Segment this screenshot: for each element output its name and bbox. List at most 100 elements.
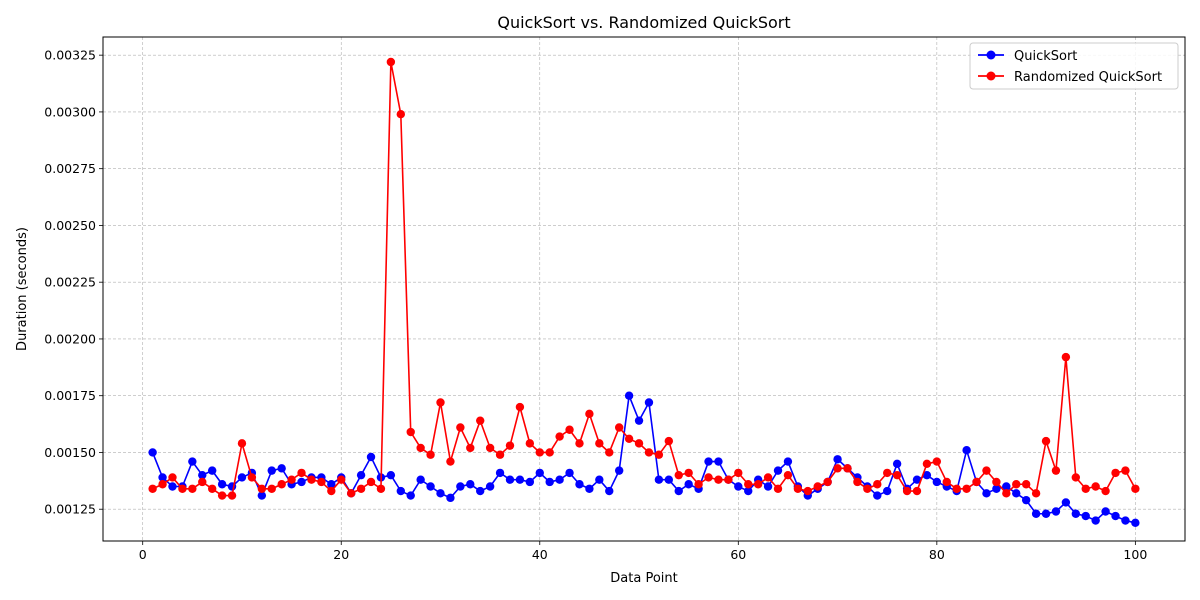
data-point-quicksort xyxy=(1002,482,1011,491)
data-point-quicksort xyxy=(614,466,624,475)
data-point-randomized-quicksort xyxy=(356,484,366,493)
series-layer xyxy=(148,57,1140,528)
data-point-quicksort xyxy=(406,491,415,500)
data-point-randomized-quicksort xyxy=(892,470,902,480)
data-point-randomized-quicksort xyxy=(595,439,604,448)
data-point-randomized-quicksort xyxy=(644,448,654,457)
x-tick-label: 40 xyxy=(532,547,548,562)
data-point-randomized-quicksort xyxy=(267,484,276,493)
legend-label-randomized-quicksort: Randomized QuickSort xyxy=(1014,70,1162,85)
y-tick-label: 0.00200 xyxy=(44,331,96,346)
data-point-randomized-quicksort xyxy=(793,484,803,493)
x-tick-label: 80 xyxy=(929,547,945,562)
data-point-quicksort xyxy=(1041,509,1051,518)
data-point-randomized-quicksort xyxy=(863,484,872,493)
data-point-randomized-quicksort xyxy=(277,480,286,489)
data-point-quicksort xyxy=(734,482,743,491)
data-point-randomized-quicksort xyxy=(972,477,981,487)
data-point-randomized-quicksort xyxy=(396,109,405,119)
data-point-randomized-quicksort xyxy=(605,448,614,457)
legend-label-quicksort: QuickSort xyxy=(1014,49,1077,64)
y-tick-label: 0.00225 xyxy=(44,275,96,290)
data-point-quicksort xyxy=(396,486,405,496)
data-point-randomized-quicksort xyxy=(287,475,296,484)
series-points-randomized-quicksort xyxy=(148,57,1140,500)
data-point-randomized-quicksort xyxy=(505,441,515,450)
legend-marker-randomized-quicksort xyxy=(986,71,996,81)
data-point-randomized-quicksort xyxy=(346,489,356,498)
data-point-randomized-quicksort xyxy=(694,480,703,489)
data-point-randomized-quicksort xyxy=(585,409,594,419)
data-point-quicksort xyxy=(575,480,584,489)
data-point-randomized-quicksort xyxy=(843,464,852,473)
data-point-quicksort xyxy=(158,473,167,482)
data-point-quicksort xyxy=(1021,495,1031,505)
y-tick-label: 0.00275 xyxy=(44,161,96,176)
y-axis-title: Duration (seconds) xyxy=(15,227,30,351)
data-point-randomized-quicksort xyxy=(148,484,157,493)
data-point-randomized-quicksort xyxy=(932,457,942,466)
data-point-quicksort xyxy=(1031,509,1041,518)
data-point-randomized-quicksort xyxy=(724,475,733,484)
data-point-randomized-quicksort xyxy=(426,450,435,459)
data-point-randomized-quicksort xyxy=(476,416,485,425)
data-point-randomized-quicksort xyxy=(217,491,227,500)
y-tick-label: 0.00175 xyxy=(44,388,96,403)
data-point-randomized-quicksort xyxy=(902,486,912,496)
x-tick-label: 60 xyxy=(730,547,746,562)
data-point-randomized-quicksort xyxy=(1061,352,1071,362)
data-point-randomized-quicksort xyxy=(565,425,574,434)
data-point-randomized-quicksort xyxy=(664,436,674,446)
data-point-randomized-quicksort xyxy=(803,486,812,496)
data-point-randomized-quicksort xyxy=(1071,473,1081,482)
data-point-quicksort xyxy=(585,484,594,493)
data-point-quicksort xyxy=(892,459,902,469)
data-point-randomized-quicksort xyxy=(158,480,167,489)
data-point-randomized-quicksort xyxy=(833,464,842,473)
data-point-quicksort xyxy=(555,475,564,484)
data-point-randomized-quicksort xyxy=(1101,486,1110,496)
data-point-quicksort xyxy=(1081,511,1090,521)
data-point-quicksort xyxy=(476,486,485,496)
data-point-quicksort xyxy=(525,477,535,487)
data-point-randomized-quicksort xyxy=(962,484,971,493)
data-point-quicksort xyxy=(624,391,634,400)
data-point-quicksort xyxy=(773,466,783,475)
series-line-randomized-quicksort xyxy=(152,61,1137,497)
data-point-quicksort xyxy=(565,468,574,478)
data-point-randomized-quicksort xyxy=(307,475,316,484)
legend-marker-quicksort xyxy=(986,50,996,60)
data-point-randomized-quicksort xyxy=(257,484,267,493)
y-tick-label: 0.00125 xyxy=(44,502,96,517)
data-point-randomized-quicksort xyxy=(555,432,564,441)
data-point-quicksort xyxy=(297,477,306,487)
data-point-quicksort xyxy=(1101,507,1110,516)
data-point-quicksort xyxy=(446,493,455,503)
data-point-quicksort xyxy=(783,457,793,466)
legend: QuickSort Randomized QuickSort xyxy=(969,42,1179,90)
data-point-randomized-quicksort xyxy=(1041,436,1051,446)
data-point-quicksort xyxy=(277,464,286,473)
data-point-quicksort xyxy=(257,491,267,500)
data-point-randomized-quicksort xyxy=(704,473,713,482)
data-point-randomized-quicksort xyxy=(297,468,306,478)
data-point-quicksort xyxy=(992,484,1001,493)
data-point-randomized-quicksort xyxy=(575,439,584,448)
data-point-randomized-quicksort xyxy=(337,475,346,484)
data-point-randomized-quicksort xyxy=(1031,489,1041,498)
data-point-quicksort xyxy=(763,482,773,491)
data-point-quicksort xyxy=(833,455,842,464)
data-point-randomized-quicksort xyxy=(714,475,723,484)
data-point-randomized-quicksort xyxy=(376,484,386,493)
data-point-randomized-quicksort xyxy=(188,484,197,493)
data-point-randomized-quicksort xyxy=(198,477,207,487)
data-point-randomized-quicksort xyxy=(654,450,664,459)
data-point-randomized-quicksort xyxy=(237,439,247,448)
data-point-randomized-quicksort xyxy=(227,491,237,500)
data-point-quicksort xyxy=(912,475,922,484)
y-tick-label: 0.00150 xyxy=(44,445,96,460)
data-point-randomized-quicksort xyxy=(773,484,783,493)
data-point-randomized-quicksort xyxy=(485,443,495,453)
data-point-randomized-quicksort xyxy=(873,480,882,489)
